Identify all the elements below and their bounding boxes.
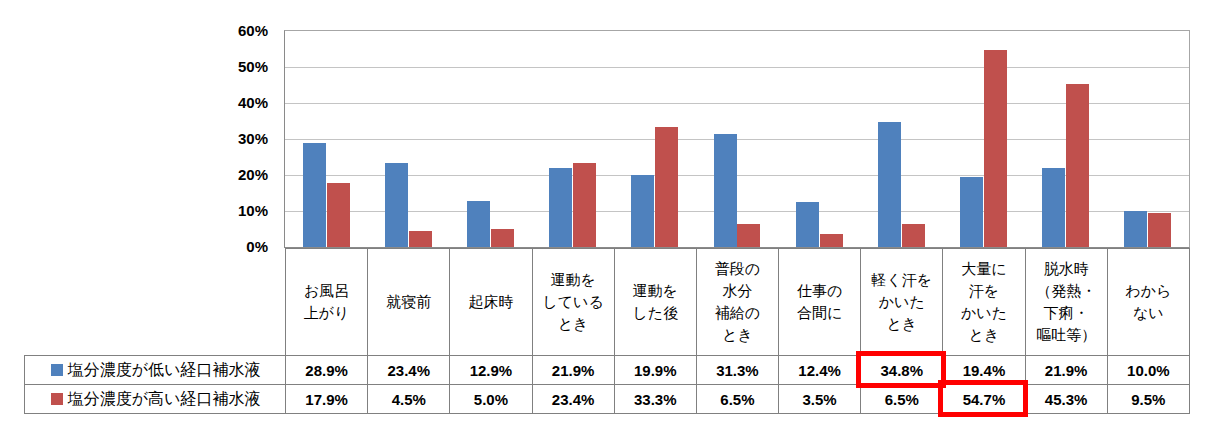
category-header-cell-11: わから ない (1107, 249, 1189, 356)
bar-s2-c5 (655, 127, 678, 247)
category-header-cell-10: 脱水時 （発熱・ 下痢・ 嘔吐等） (1025, 249, 1107, 356)
bar-group-7 (778, 31, 860, 247)
value-cell-s1-c1: 28.9% (286, 356, 368, 385)
data-table: お風呂 上がり就寝前起床時運動を している とき運動を した後普段の 水分 補給… (24, 248, 1190, 414)
bar-s1-c2 (385, 163, 408, 247)
bar-s1-c11 (1124, 211, 1147, 247)
value-cell-s2-c5: 33.3% (614, 385, 696, 414)
bar-group-9 (942, 31, 1024, 247)
y-tick-label: 60% (190, 21, 268, 41)
value-cell-s1-c3: 12.9% (450, 356, 532, 385)
legend-label: 塩分濃度が低い経口補水液 (68, 361, 261, 378)
value-cell-s2-c1: 17.9% (286, 385, 368, 414)
category-header-cell-6: 普段の 水分 補給の とき (696, 249, 778, 356)
bar-s2-c6 (737, 224, 760, 247)
bar-s2-c1 (327, 183, 350, 247)
value-cell-s1-c11: 10.0% (1107, 356, 1189, 385)
value-cell-s2-c3: 5.0% (450, 385, 532, 414)
value-cell-s2-c7: 3.5% (779, 385, 861, 414)
bar-group-3 (449, 31, 531, 247)
bar-s2-c2 (409, 231, 432, 247)
legend-cell-1: 塩分濃度が低い経口補水液 (25, 356, 286, 385)
category-header-cell-8: 軽く汗を かいた とき (861, 249, 943, 356)
value-cell-s2-c6: 6.5% (696, 385, 778, 414)
bars-layer (285, 31, 1189, 247)
plot-area (284, 30, 1190, 248)
bar-group-11 (1107, 31, 1189, 247)
category-header-cell-3: 起床時 (450, 249, 532, 356)
bar-s2-c3 (491, 229, 514, 247)
figure-canvas: 60%50%40%30%20%10%0% お風呂 上がり就寝前起床時運動を して… (0, 0, 1213, 434)
value-cell-s1-c2: 23.4% (368, 356, 450, 385)
value-cell-s1-c9: 19.4% (943, 356, 1025, 385)
bar-s2-c4 (573, 163, 596, 247)
bar-s2-c10 (1066, 84, 1089, 247)
legend-label: 塩分濃度が高い経口補水液 (68, 390, 261, 407)
value-cell-s1-c4: 21.9% (532, 356, 614, 385)
bar-group-1 (285, 31, 367, 247)
bar-s2-c7 (820, 234, 843, 247)
category-header-cell-2: 就寝前 (368, 249, 450, 356)
bar-group-10 (1025, 31, 1107, 247)
legend-swatch-icon (51, 393, 63, 405)
value-cell-s1-c10: 21.9% (1025, 356, 1107, 385)
bar-s1-c3 (467, 201, 490, 247)
bar-group-8 (860, 31, 942, 247)
category-header-cell-1: お風呂 上がり (286, 249, 368, 356)
bar-s1-c9 (960, 177, 983, 247)
value-cell-s1-c5: 19.9% (614, 356, 696, 385)
value-cell-s2-c4: 23.4% (532, 385, 614, 414)
series-row-1: 塩分濃度が低い経口補水液28.9%23.4%12.9%21.9%19.9%31.… (25, 356, 1190, 385)
value-cell-s2-c10: 45.3% (1025, 385, 1107, 414)
bar-s2-c9 (984, 50, 1007, 247)
bar-group-2 (367, 31, 449, 247)
corner-cell (25, 249, 286, 356)
value-cell-s1-c7: 12.4% (779, 356, 861, 385)
y-tick-label: 40% (190, 93, 268, 113)
bar-s1-c4 (549, 168, 572, 247)
legend-swatch-icon (51, 364, 63, 376)
value-cell-s1-c8: 34.8% (861, 356, 943, 385)
value-cell-s1-c6: 31.3% (696, 356, 778, 385)
y-tick-label: 10% (190, 201, 268, 221)
category-header-cell-4: 運動を している とき (532, 249, 614, 356)
value-cell-s2-c9: 54.7% (943, 385, 1025, 414)
bar-s1-c8 (878, 122, 901, 247)
bar-s1-c7 (796, 202, 819, 247)
y-tick-label: 20% (190, 165, 268, 185)
bar-s2-c11 (1148, 213, 1171, 247)
bar-s1-c6 (714, 134, 737, 247)
bar-group-6 (696, 31, 778, 247)
y-tick-label: 30% (190, 129, 268, 149)
category-header-row: お風呂 上がり就寝前起床時運動を している とき運動を した後普段の 水分 補給… (25, 249, 1190, 356)
bar-s1-c1 (303, 143, 326, 247)
bar-s2-c8 (902, 224, 925, 247)
y-tick-label: 50% (190, 57, 268, 77)
bar-s1-c5 (631, 175, 654, 247)
value-cell-s2-c8: 6.5% (861, 385, 943, 414)
category-header-cell-5: 運動を した後 (614, 249, 696, 356)
series-row-2: 塩分濃度が高い経口補水液17.9%4.5%5.0%23.4%33.3%6.5%3… (25, 385, 1190, 414)
bar-group-5 (614, 31, 696, 247)
category-header-cell-7: 仕事の 合間に (779, 249, 861, 356)
category-header-cell-9: 大量に 汗を かいた とき (943, 249, 1025, 356)
bar-s1-c10 (1042, 168, 1065, 247)
value-cell-s2-c2: 4.5% (368, 385, 450, 414)
value-cell-s2-c11: 9.5% (1107, 385, 1189, 414)
bar-group-4 (532, 31, 614, 247)
legend-cell-2: 塩分濃度が高い経口補水液 (25, 385, 286, 414)
